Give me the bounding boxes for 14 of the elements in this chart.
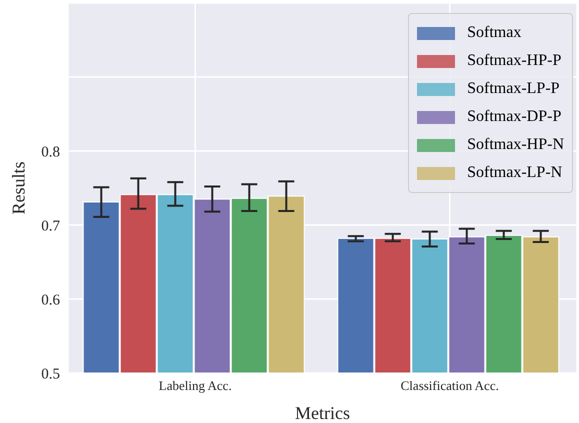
legend-label: Softmax-HP-P: [467, 52, 562, 70]
legend-label: Softmax-DP-P: [467, 108, 562, 126]
legend-label: Softmax-HP-N: [467, 136, 564, 154]
x-axis-title: Metrics: [295, 403, 350, 423]
y-axis-title: Results: [8, 161, 28, 215]
x-tick-label: Labeling Acc.: [158, 378, 232, 394]
y-tick-label: 0.8: [41, 144, 60, 160]
legend-label: Softmax-LP-N: [467, 164, 562, 182]
y-tick-label: 0.5: [41, 366, 60, 382]
legend-label: Softmax-LP-P: [467, 80, 560, 98]
x-tick-label: Classification Acc.: [400, 378, 499, 394]
y-tick-label: 0.6: [41, 292, 60, 308]
legend-label: Softmax: [467, 24, 522, 42]
y-tick-label: 0.7: [41, 218, 60, 234]
